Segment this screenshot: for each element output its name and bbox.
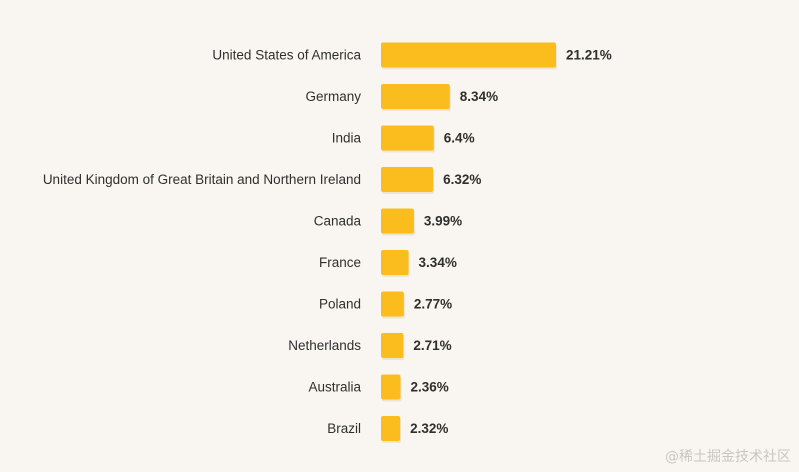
category-label-8: Australia (308, 380, 361, 395)
category-label-2: India (332, 131, 362, 146)
value-label-8: 2.36% (410, 380, 448, 395)
value-label-3: 6.32% (443, 172, 481, 187)
category-label-5: France (319, 255, 361, 270)
value-label-1: 8.34% (460, 89, 498, 104)
bar-2 (381, 125, 434, 151)
value-label-4: 3.99% (424, 214, 462, 229)
bar-8 (381, 374, 401, 400)
bar-3 (381, 167, 434, 192)
watermark-text: @稀土掘金技术社区 (665, 449, 791, 465)
category-label-3: United Kingdom of Great Britain and Nort… (43, 172, 361, 187)
bar-0 (381, 42, 556, 68)
category-label-4: Canada (314, 214, 362, 229)
bar-9 (381, 416, 401, 441)
value-label-2: 6.4% (444, 131, 475, 146)
value-label-0: 21.21% (566, 48, 612, 63)
bar-7 (381, 333, 404, 358)
value-label-5: 3.34% (419, 255, 457, 270)
value-label-7: 2.71% (413, 338, 451, 353)
value-label-9: 2.32% (410, 421, 448, 436)
bar-6 (381, 291, 404, 317)
bar-4 (381, 208, 414, 234)
value-label-6: 2.77% (414, 297, 452, 312)
category-label-6: Poland (319, 297, 361, 312)
category-label-1: Germany (305, 89, 361, 104)
category-label-7: Netherlands (288, 338, 361, 353)
bar-5 (381, 250, 409, 275)
bar-1 (381, 84, 450, 109)
category-label-9: Brazil (327, 421, 361, 436)
category-label-0: United States of America (212, 48, 361, 63)
